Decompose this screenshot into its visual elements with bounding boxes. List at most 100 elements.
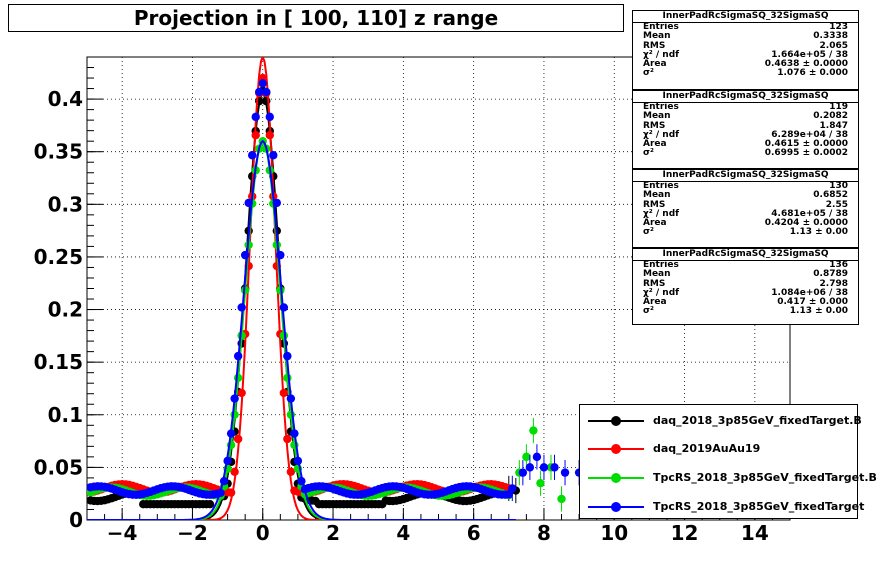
stats-value: 1.847	[819, 120, 848, 131]
stats-value: 2.798	[819, 278, 848, 289]
data-point	[251, 131, 260, 140]
data-point	[240, 250, 250, 260]
data-point	[216, 488, 225, 498]
data-point	[262, 87, 271, 97]
stats-value: 119	[829, 102, 848, 112]
stats-value: 136	[829, 260, 848, 270]
data-point	[279, 303, 289, 312]
stats-label: χ² / ndf	[643, 49, 680, 60]
y-tick-label: 0.3	[48, 192, 83, 216]
data-point	[522, 452, 531, 462]
stats-label: Area	[643, 297, 667, 308]
data-point	[258, 79, 267, 88]
y-tick-label: 0.05	[34, 455, 83, 479]
stats-row-rms: RMS 1.847	[633, 120, 858, 131]
stats-value: 2.55	[825, 199, 848, 210]
stats-label: Entries	[643, 102, 679, 112]
stats-label: Mean	[643, 269, 671, 280]
y-tick-label: 0	[69, 508, 83, 532]
legend-item-daq-2018: daq_2018_3p85GeV_fixedTarget.B	[580, 409, 862, 433]
data-point	[233, 351, 243, 361]
data-point	[525, 463, 535, 472]
data-point	[283, 373, 292, 383]
data-point	[272, 198, 282, 208]
stats-row-sigma2: σ² 1.13 ± 0.00	[633, 306, 858, 317]
stats-value: 0.8789	[813, 269, 848, 280]
data-point	[237, 303, 246, 312]
stats-label: σ²	[643, 68, 654, 79]
stats-row-chi2: χ² / ndf 1.084e+06 / 38	[633, 288, 858, 298]
data-point	[279, 331, 289, 340]
stats-label: Mean	[643, 190, 671, 201]
data-point	[518, 468, 528, 477]
stats-label: σ²	[643, 306, 654, 317]
legend-marker	[611, 502, 621, 512]
data-point	[233, 434, 243, 444]
data-point	[265, 112, 274, 122]
stats-label: Mean	[643, 31, 671, 42]
stats-box: InnerPadRcSigmaSQ_32SigmaSQ Entries 136 Mea…	[632, 248, 859, 325]
data-point	[283, 351, 292, 361]
legend-item-tpcrs: TpcRS_2018_3p85GeV_fixedTarget	[580, 495, 864, 519]
legend-label: TpcRS_2018_3p85GeV_fixedTarget	[653, 500, 865, 513]
chart-title: Projection in [ 100, 110] z range	[8, 4, 624, 32]
stats-label: RMS	[643, 40, 666, 51]
stats-label: Entries	[643, 181, 679, 191]
data-point	[279, 388, 289, 398]
stats-row-area: Area 0.4204 ± 0.0000	[633, 218, 858, 228]
legend-item-tpcrs-b: TpcRS_2018_3p85GeV_fixedTarget.B	[580, 466, 877, 490]
x-tick-label: 0	[256, 521, 270, 545]
y-tick-label: 0.4	[48, 87, 83, 111]
data-point	[536, 478, 545, 488]
stats-label: RMS	[643, 199, 666, 210]
stats-row-sigma2: σ² 1.076 ± 0.000	[633, 68, 858, 79]
stats-value: 1.076 ± 0.000	[777, 68, 848, 79]
stats-label: χ² / ndf	[643, 208, 680, 219]
fit-curve	[87, 139, 516, 520]
stats-row-rms: RMS 2.065	[633, 40, 858, 51]
x-tick-label: 8	[537, 521, 551, 545]
legend-item-daq-2019: daq_2019AuAu19	[580, 437, 857, 461]
legend-label: daq_2019AuAu19	[653, 442, 761, 455]
x-tick-label: −4	[107, 521, 138, 545]
stats-row-entries: Entries 136	[633, 260, 858, 270]
data-point	[233, 373, 243, 383]
data-point	[529, 426, 538, 435]
data-point	[276, 250, 285, 260]
stats-row-chi2: χ² / ndf 4.681e+05 / 38	[633, 208, 858, 219]
stats-label: χ² / ndf	[643, 129, 680, 140]
data-point	[508, 484, 517, 493]
data-point	[557, 494, 566, 504]
stats-row-area: Area 0.417 ± 0.000	[633, 297, 858, 308]
stats-box-title: InnerPadRcSigmaSQ_32SigmaSQ	[633, 170, 858, 182]
legend-label: TpcRS_2018_3p85GeV_fixedTarget.B	[653, 471, 877, 484]
stats-value: 1.13 ± 0.00	[789, 306, 848, 317]
legend-marker	[611, 416, 621, 426]
data-point	[550, 463, 559, 472]
data-point	[230, 467, 239, 477]
stats-row-mean: Mean 0.8789	[633, 269, 858, 280]
legend-marker	[611, 444, 621, 454]
x-tick-label: 10	[600, 521, 628, 545]
data-point	[226, 488, 236, 497]
data-point	[286, 467, 296, 477]
data-point	[251, 112, 260, 122]
stats-value: 0.4638 ± 0.0000	[764, 59, 848, 70]
stats-row-area: Area 0.4638 ± 0.0000	[633, 59, 858, 70]
stats-value: 0.2082	[813, 111, 848, 122]
stats-label: σ²	[643, 227, 654, 238]
legend-label: daq_2018_3p85GeV_fixedTarget.B	[653, 414, 862, 427]
stats-value: 0.417 ± 0.000	[777, 297, 848, 308]
y-tick-label: 0.25	[34, 245, 83, 269]
stats-value: 130	[829, 181, 848, 191]
data-point	[205, 500, 215, 509]
stats-row-mean: Mean 0.3338	[633, 31, 858, 42]
y-tick-label: 0.35	[34, 140, 83, 164]
stats-box: InnerPadRcSigmaSQ_32SigmaSQ Entries 130 Mea…	[632, 169, 859, 248]
data-point	[237, 388, 246, 398]
stats-label: Area	[643, 59, 667, 70]
data-point	[290, 429, 299, 438]
stats-row-sigma2: σ² 0.6995 ± 0.0002	[633, 149, 858, 159]
data-point	[248, 151, 257, 160]
data-point	[297, 476, 306, 486]
